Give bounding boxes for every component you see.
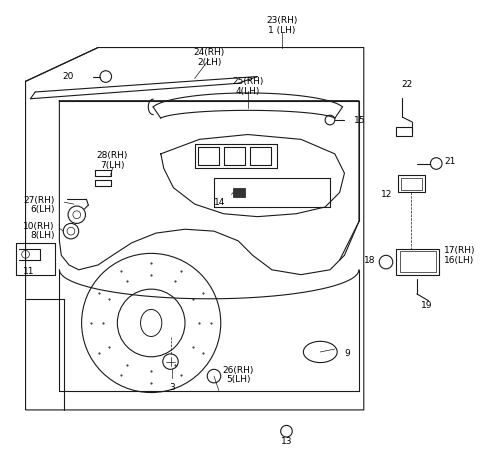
Text: 6(LH): 6(LH) [30, 205, 55, 214]
Text: 1 (LH): 1 (LH) [268, 25, 295, 35]
Text: 17(RH): 17(RH) [444, 246, 476, 255]
Text: 12: 12 [382, 190, 393, 199]
Text: 10(RH): 10(RH) [23, 222, 55, 231]
Text: 18: 18 [364, 256, 375, 265]
Text: 23(RH): 23(RH) [266, 16, 297, 25]
Text: 27(RH): 27(RH) [23, 196, 55, 205]
Text: 25(RH): 25(RH) [232, 77, 264, 86]
Text: 5(LH): 5(LH) [226, 375, 251, 384]
Text: 13: 13 [281, 437, 292, 447]
Text: 26(RH): 26(RH) [222, 366, 254, 375]
Text: 2(LH): 2(LH) [197, 57, 221, 66]
Text: 28(RH): 28(RH) [97, 151, 128, 160]
Text: 16(LH): 16(LH) [444, 256, 474, 265]
Text: 22: 22 [402, 80, 413, 89]
Text: 14: 14 [214, 198, 226, 207]
Text: 11: 11 [23, 267, 34, 276]
Text: 15: 15 [354, 115, 366, 124]
Text: 9: 9 [345, 349, 350, 358]
Text: 19: 19 [421, 301, 432, 310]
Text: 7(LH): 7(LH) [100, 161, 125, 170]
Text: 24(RH): 24(RH) [193, 48, 225, 57]
Polygon shape [233, 187, 245, 197]
Text: 21: 21 [444, 157, 456, 166]
Text: 8(LH): 8(LH) [30, 231, 55, 241]
Text: 4(LH): 4(LH) [236, 87, 260, 96]
Text: 20: 20 [62, 72, 74, 81]
Text: 3: 3 [169, 383, 175, 392]
